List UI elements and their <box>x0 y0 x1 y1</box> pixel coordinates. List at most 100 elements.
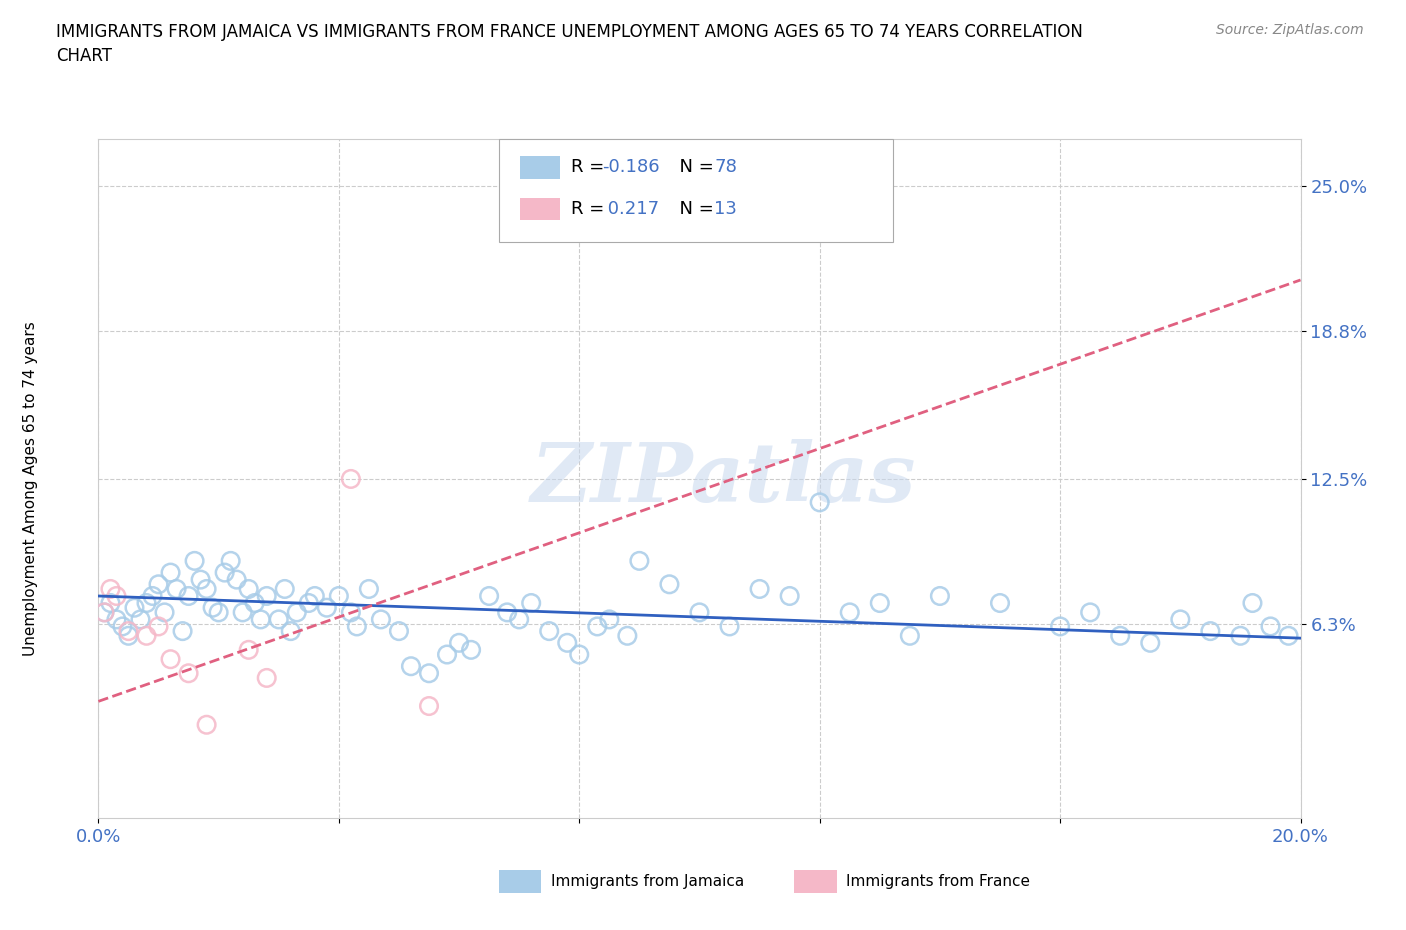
Point <box>135 595 157 610</box>
Point <box>141 589 163 604</box>
Point <box>586 619 609 634</box>
Point <box>105 612 128 627</box>
Point <box>388 624 411 639</box>
Point <box>225 572 247 587</box>
Point <box>1049 619 1071 634</box>
Point <box>1170 612 1192 627</box>
Point <box>508 612 530 627</box>
Point <box>399 658 422 673</box>
Point <box>418 698 440 713</box>
Point <box>929 589 952 604</box>
Text: Source: ZipAtlas.com: Source: ZipAtlas.com <box>1216 23 1364 37</box>
Point <box>249 612 271 627</box>
Point <box>1109 629 1132 644</box>
Point <box>129 612 152 627</box>
Point <box>418 666 440 681</box>
Point <box>183 553 205 568</box>
Text: 0.217: 0.217 <box>602 200 659 219</box>
Text: IMMIGRANTS FROM JAMAICA VS IMMIGRANTS FROM FRANCE UNEMPLOYMENT AMONG AGES 65 TO : IMMIGRANTS FROM JAMAICA VS IMMIGRANTS FR… <box>56 23 1083 65</box>
Point <box>496 604 519 619</box>
Text: ZIPatlas: ZIPatlas <box>531 439 917 519</box>
Point <box>1277 629 1299 644</box>
Point <box>274 581 297 596</box>
Point <box>1139 635 1161 650</box>
Point <box>346 619 368 634</box>
Point <box>340 604 363 619</box>
Point <box>172 624 194 639</box>
Point <box>447 635 470 650</box>
Point <box>298 595 321 610</box>
Point <box>135 629 157 644</box>
Point <box>838 604 860 619</box>
Point <box>238 581 260 596</box>
Text: Unemployment Among Ages 65 to 74 years: Unemployment Among Ages 65 to 74 years <box>24 321 38 656</box>
Point <box>460 643 482 658</box>
Point <box>214 565 236 580</box>
Point <box>315 600 337 615</box>
Point <box>238 643 260 658</box>
Point <box>117 629 139 644</box>
Point <box>436 647 458 662</box>
Point <box>124 600 146 615</box>
Point <box>616 629 638 644</box>
Point <box>898 629 921 644</box>
Point <box>256 589 278 604</box>
Point <box>166 581 188 596</box>
Point <box>748 581 770 596</box>
Point <box>105 589 128 604</box>
Point <box>478 589 501 604</box>
Point <box>177 666 200 681</box>
Point <box>538 624 561 639</box>
Point <box>256 671 278 685</box>
Point <box>988 595 1011 610</box>
Point <box>1260 619 1282 634</box>
Text: 13: 13 <box>714 200 737 219</box>
Point <box>208 604 231 619</box>
Point <box>148 577 170 591</box>
Point <box>568 647 591 662</box>
Point <box>219 553 242 568</box>
Text: N =: N = <box>668 158 720 177</box>
Point <box>100 581 122 596</box>
Point <box>869 595 891 610</box>
Point <box>658 577 681 591</box>
Point <box>598 612 620 627</box>
Point <box>243 595 266 610</box>
Point <box>153 604 176 619</box>
Point <box>195 581 218 596</box>
Point <box>1199 624 1222 639</box>
Text: 78: 78 <box>714 158 737 177</box>
Point <box>177 589 200 604</box>
Point <box>328 589 350 604</box>
Point <box>280 624 302 639</box>
Point <box>159 652 181 667</box>
Point <box>285 604 308 619</box>
Point <box>232 604 254 619</box>
Point <box>1241 595 1264 610</box>
Point <box>100 595 122 610</box>
Point <box>117 624 139 639</box>
Point <box>267 612 290 627</box>
Point <box>357 581 380 596</box>
Point <box>1078 604 1101 619</box>
Point <box>201 600 224 615</box>
Point <box>628 553 651 568</box>
Point <box>718 619 741 634</box>
Text: N =: N = <box>668 200 720 219</box>
Point <box>520 595 543 610</box>
Point <box>190 572 212 587</box>
Point <box>304 589 326 604</box>
Point <box>555 635 578 650</box>
Text: R =: R = <box>571 158 610 177</box>
Text: Immigrants from Jamaica: Immigrants from Jamaica <box>551 874 744 889</box>
Text: R =: R = <box>571 200 610 219</box>
Point <box>195 717 218 732</box>
Point <box>111 619 134 634</box>
Text: Immigrants from France: Immigrants from France <box>846 874 1031 889</box>
Point <box>148 619 170 634</box>
Point <box>370 612 392 627</box>
Point <box>93 604 115 619</box>
Point <box>779 589 801 604</box>
Text: -0.186: -0.186 <box>602 158 659 177</box>
Point <box>808 495 831 510</box>
